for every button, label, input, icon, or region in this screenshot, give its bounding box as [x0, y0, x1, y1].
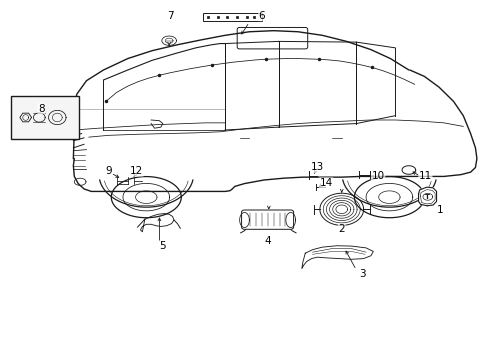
Text: T: T [425, 194, 429, 200]
FancyBboxPatch shape [241, 210, 293, 229]
Text: 4: 4 [264, 236, 271, 246]
Polygon shape [418, 187, 436, 206]
Text: 7: 7 [167, 11, 174, 21]
Text: 9: 9 [105, 166, 111, 176]
Bar [11, 96, 79, 139]
Text: 2: 2 [338, 224, 345, 234]
Text: 11: 11 [418, 171, 431, 181]
Text: 10: 10 [371, 171, 384, 181]
Bar [203, 13, 261, 21]
Text: 14: 14 [319, 178, 332, 188]
Text: 1: 1 [436, 205, 442, 215]
Text: 6: 6 [258, 11, 265, 21]
Text: 12: 12 [130, 166, 143, 176]
Text: 13: 13 [310, 162, 324, 172]
Text: 8: 8 [38, 104, 44, 113]
Text: 3: 3 [358, 269, 365, 279]
Text: 5: 5 [159, 241, 166, 251]
